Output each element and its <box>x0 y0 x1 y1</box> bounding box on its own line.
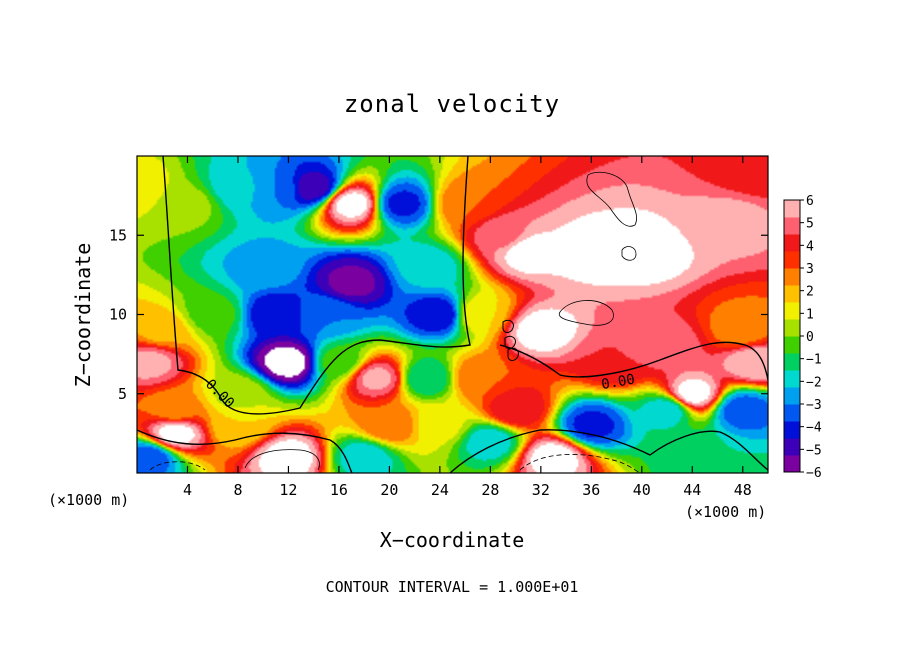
contour-ring-a <box>558 300 614 326</box>
chart-title: zonal velocity <box>344 90 560 118</box>
plot-area: 0.00 0.00 <box>136 155 769 474</box>
colorbar-swatch <box>784 336 800 354</box>
colorbar-tick-label: −4 <box>806 421 822 436</box>
x-unit-label-left: (×1000 m) <box>48 491 129 509</box>
x-tick-label: 48 <box>734 481 752 499</box>
x-tick-label: 32 <box>532 481 550 499</box>
zero-contour-left <box>162 156 471 415</box>
contour-interval-note: CONTOUR INTERVAL = 1.000E+01 <box>326 578 579 596</box>
x-tick-label: 40 <box>633 481 651 499</box>
colorbar-swatch <box>784 353 800 371</box>
colorbar-swatch <box>784 387 800 405</box>
colorbar-swatch <box>784 319 800 337</box>
x-tick-label: 24 <box>431 481 449 499</box>
x-tick-label: 44 <box>683 481 701 499</box>
zero-contour-right <box>499 341 768 381</box>
y-tick-label: 15 <box>109 226 127 244</box>
colorbar-tick-label: −1 <box>806 353 822 368</box>
colorbar-tick-label: −5 <box>806 443 822 458</box>
x-tick-label: 36 <box>582 481 600 499</box>
colorbar-tick-label: 1 <box>806 307 814 322</box>
colorbar-tick-label: −3 <box>806 398 822 413</box>
colorbar-swatch <box>784 302 800 320</box>
colorbar-tick-label: 2 <box>806 285 814 300</box>
colorbar: 6 5 4 3 2 1 0 −1 −2 −3 −4 −5 −6 <box>783 194 822 481</box>
colorbar-swatch <box>784 268 800 286</box>
x-axis-ticks: 4 8 12 16 20 24 28 32 36 40 44 48 <box>183 156 752 499</box>
contour-ring-c <box>621 246 637 261</box>
contour-dashed-right <box>519 454 641 473</box>
colorbar-swatch <box>784 234 800 252</box>
colorbar-swatch <box>784 200 800 218</box>
contour-small-loops <box>502 319 519 361</box>
colorbar-swatch <box>784 251 800 269</box>
y-axis-title: Z−coordinate <box>71 243 95 388</box>
colorbar-swatch <box>784 404 800 422</box>
y-tick-label: 5 <box>118 385 127 403</box>
colorbar-swatch <box>784 285 800 303</box>
x-tick-label: 4 <box>183 481 192 499</box>
x-tick-label: 20 <box>380 481 398 499</box>
y-tick-label: 10 <box>109 306 127 324</box>
velocity-field-raster <box>137 156 768 473</box>
zero-contour-lower-right <box>449 429 768 473</box>
x-tick-label: 12 <box>279 481 297 499</box>
contour-dashed-left <box>149 461 206 471</box>
colorbar-tick-label: −6 <box>806 466 822 481</box>
colorbar-swatch <box>784 421 800 439</box>
colorbar-tick-label: 6 <box>806 194 814 209</box>
colorbar-tick-label: 5 <box>806 217 814 232</box>
x-tick-label: 28 <box>481 481 499 499</box>
x-axis-title: X−coordinate <box>380 528 525 552</box>
zero-contour-lower <box>137 429 353 473</box>
contour-label-right: 0.00 <box>600 371 636 393</box>
colorbar-tick-label: 3 <box>806 262 814 277</box>
contour-thin-lower <box>244 449 320 471</box>
x-tick-label: 8 <box>233 481 242 499</box>
contour-ring-b <box>586 171 637 227</box>
colorbar-swatch <box>784 438 800 456</box>
colorbar-tick-label: 0 <box>806 330 814 345</box>
x-unit-label-right: (×1000 m) <box>685 503 766 521</box>
x-tick-label: 16 <box>330 481 348 499</box>
colorbar-swatch <box>784 455 800 473</box>
colorbar-swatch <box>784 217 800 235</box>
colorbar-tick-label: 4 <box>806 239 814 254</box>
colorbar-swatch <box>784 370 800 388</box>
colorbar-tick-label: −2 <box>806 375 822 390</box>
contour-lines <box>137 156 768 473</box>
y-axis-ticks: 5 10 15 <box>109 226 768 403</box>
